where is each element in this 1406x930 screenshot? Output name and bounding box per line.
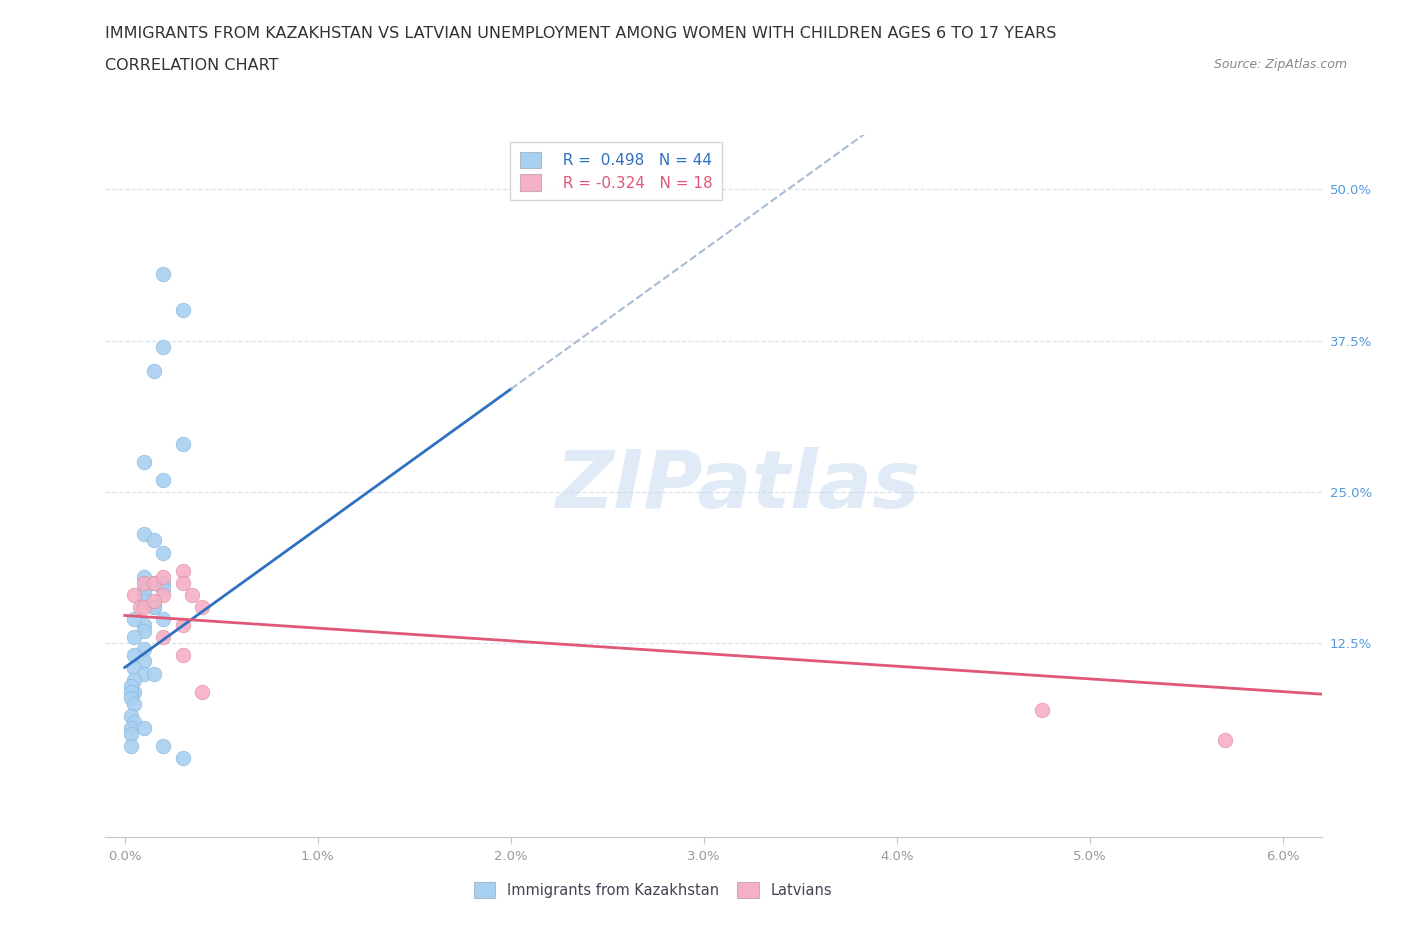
Point <box>142 600 165 615</box>
Point <box>172 436 194 451</box>
Point <box>181 588 204 603</box>
Point <box>152 738 174 753</box>
Point <box>142 600 165 615</box>
Point <box>152 545 174 560</box>
Point <box>120 684 142 699</box>
Point <box>191 684 214 699</box>
Point <box>152 472 174 487</box>
Point <box>132 454 155 469</box>
Point <box>172 576 194 591</box>
Point <box>172 648 194 663</box>
Point <box>152 612 174 627</box>
Point <box>172 564 194 578</box>
Point <box>124 612 146 627</box>
Text: IMMIGRANTS FROM KAZAKHSTAN VS LATVIAN UNEMPLOYMENT AMONG WOMEN WITH CHILDREN AGE: IMMIGRANTS FROM KAZAKHSTAN VS LATVIAN UN… <box>105 26 1057 41</box>
Point <box>1213 733 1236 748</box>
Point <box>132 576 155 591</box>
Point <box>132 654 155 669</box>
Point <box>132 569 155 584</box>
Point <box>132 642 155 657</box>
Point <box>124 660 146 675</box>
Point <box>132 624 155 639</box>
Point <box>142 666 165 681</box>
Point <box>1031 702 1053 717</box>
Point <box>124 684 146 699</box>
Point <box>120 726 142 741</box>
Point <box>132 666 155 681</box>
Point <box>124 588 146 603</box>
Point <box>132 588 155 603</box>
Point <box>132 527 155 542</box>
Point <box>191 600 214 615</box>
Point <box>129 600 152 615</box>
Point <box>152 267 174 282</box>
Text: Source: ZipAtlas.com: Source: ZipAtlas.com <box>1213 58 1347 71</box>
Point <box>142 593 165 608</box>
Point <box>132 618 155 632</box>
Point <box>142 576 165 591</box>
Point <box>152 588 174 603</box>
Point <box>132 593 155 608</box>
Point <box>120 738 142 753</box>
Point <box>152 630 174 644</box>
Text: ZIPatlas: ZIPatlas <box>555 447 921 525</box>
Point <box>124 672 146 687</box>
Point <box>152 576 174 591</box>
Point <box>172 751 194 765</box>
Point <box>152 339 174 354</box>
Point <box>120 709 142 724</box>
Point <box>120 690 142 705</box>
Point <box>142 576 165 591</box>
Point <box>124 714 146 729</box>
Point <box>142 364 165 379</box>
Legend: Immigrants from Kazakhstan, Latvians: Immigrants from Kazakhstan, Latvians <box>468 876 838 903</box>
Point <box>172 303 194 318</box>
Point <box>142 533 165 548</box>
Point <box>120 721 142 736</box>
Point <box>132 721 155 736</box>
Point <box>132 581 155 596</box>
Point <box>152 581 174 596</box>
Text: CORRELATION CHART: CORRELATION CHART <box>105 58 278 73</box>
Point <box>132 600 155 615</box>
Point <box>152 569 174 584</box>
Point <box>124 630 146 644</box>
Point <box>172 618 194 632</box>
Point <box>124 648 146 663</box>
Point <box>120 678 142 693</box>
Point <box>124 697 146 711</box>
